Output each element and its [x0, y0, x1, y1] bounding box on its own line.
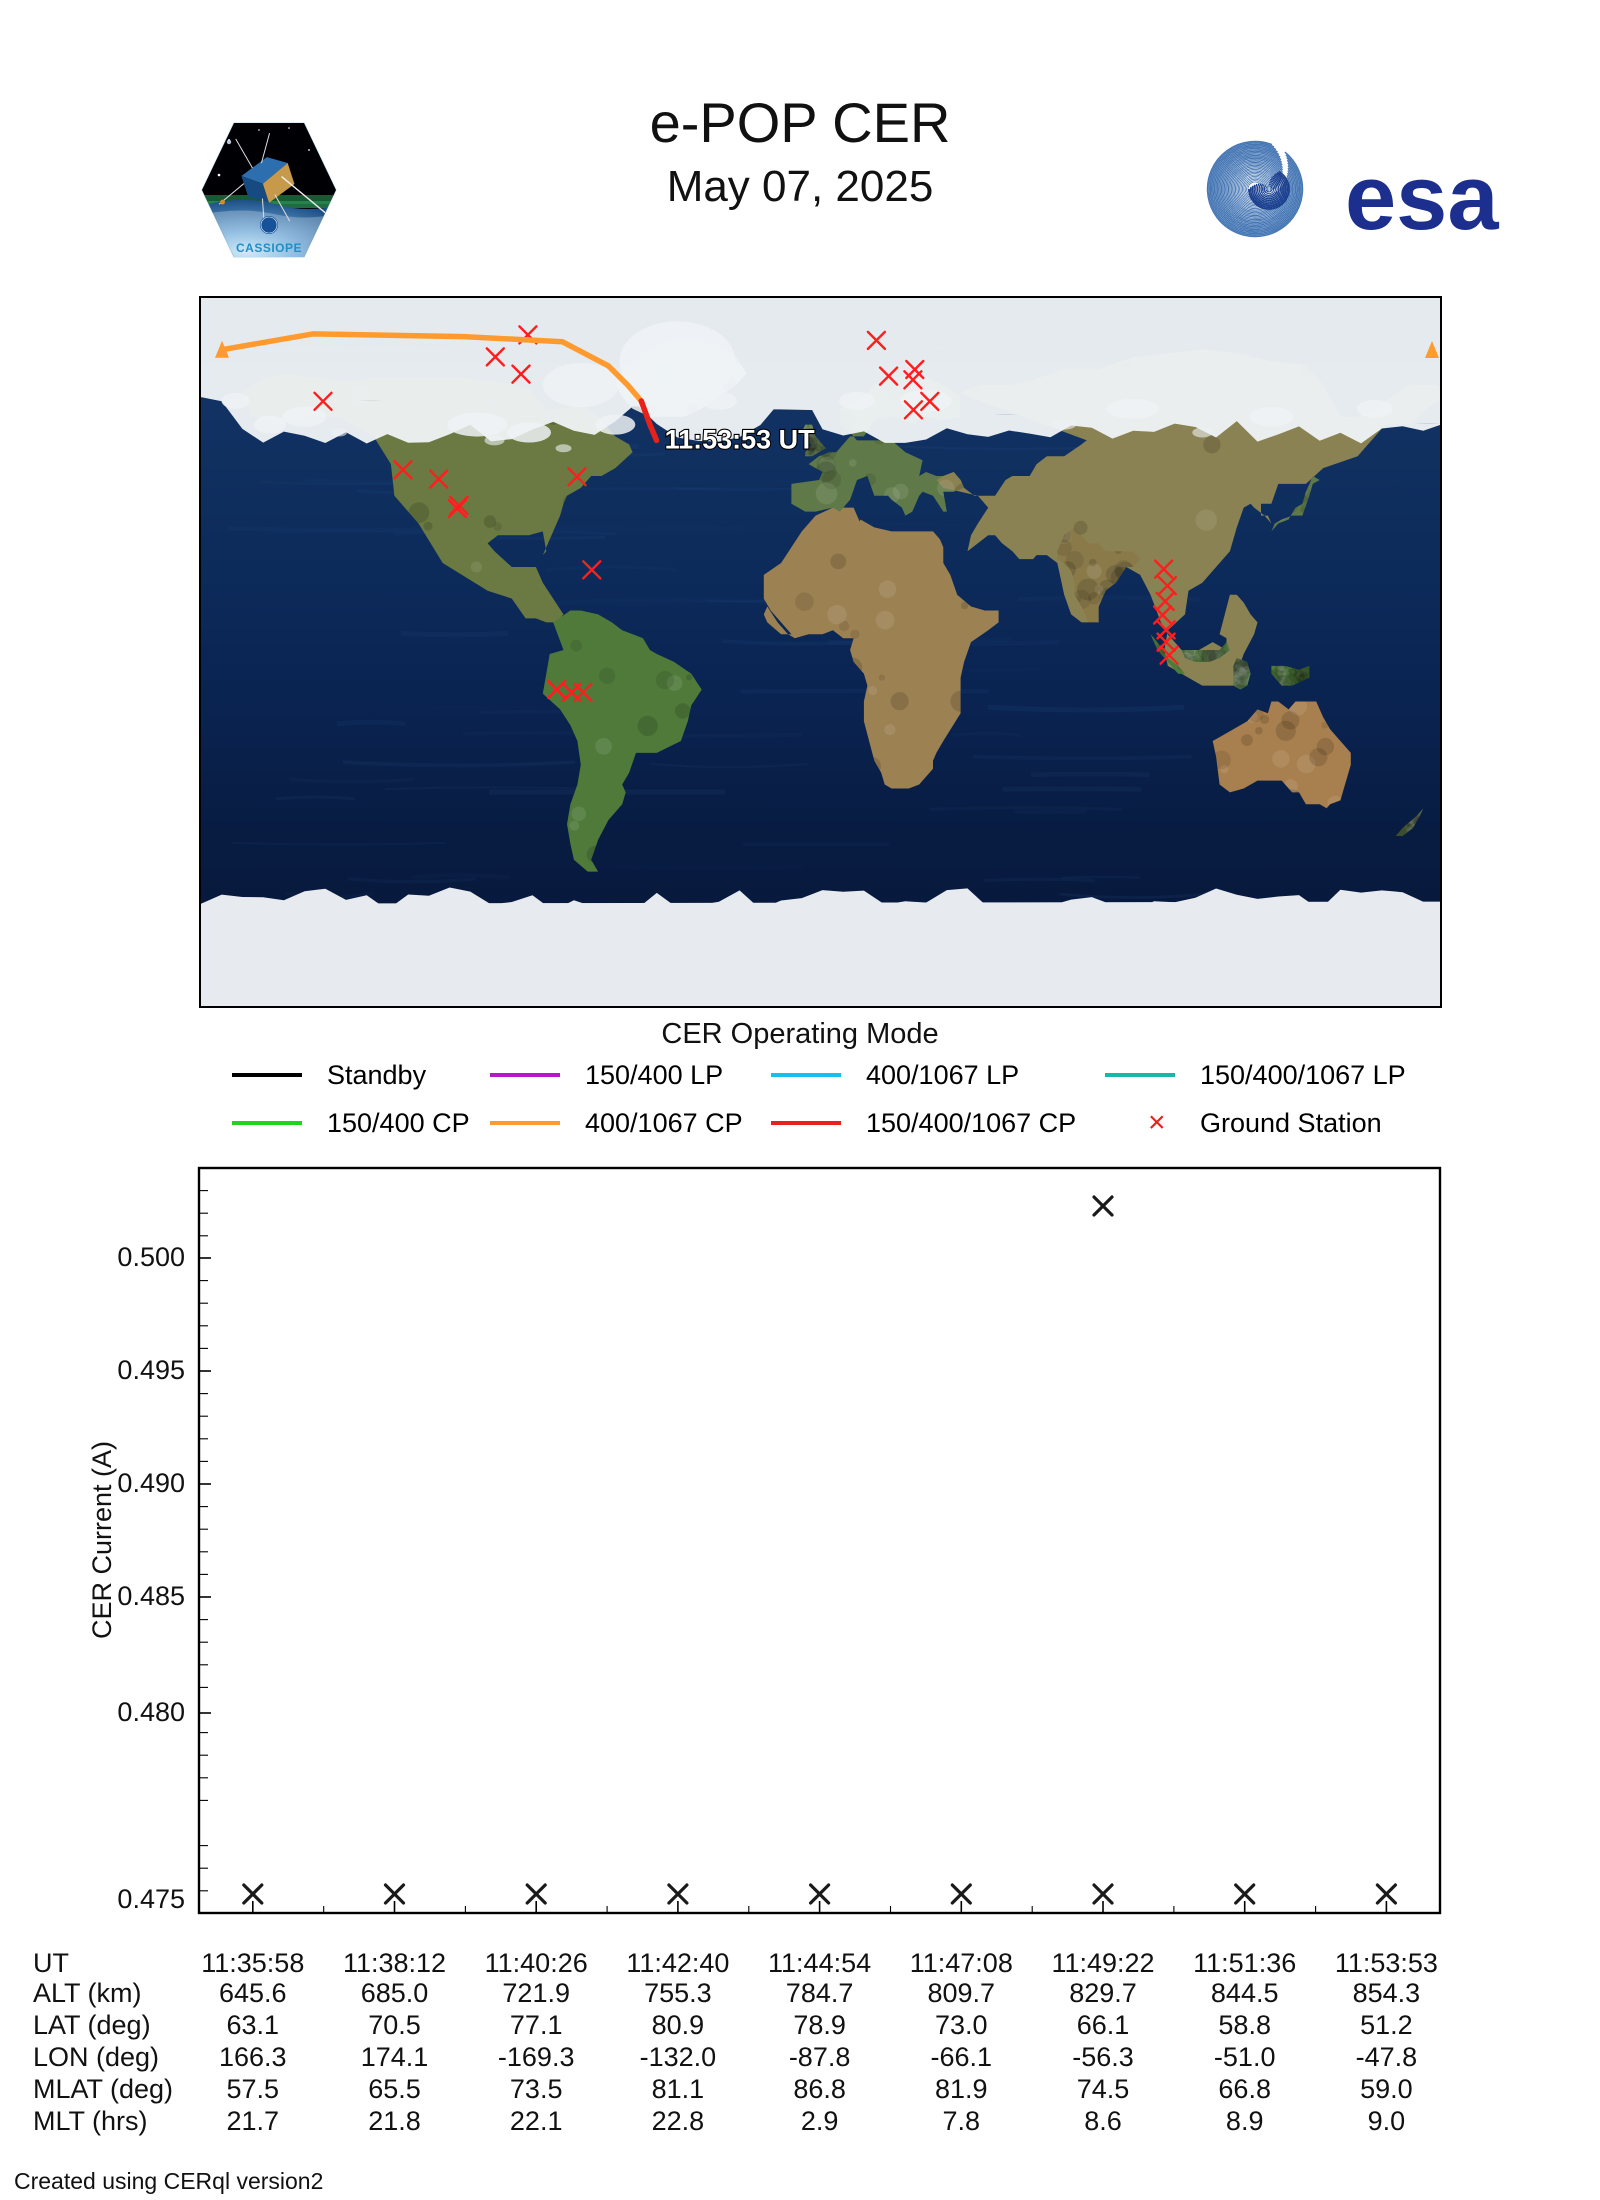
svg-text:854.3: 854.3	[1353, 1978, 1421, 2008]
svg-text:-66.1: -66.1	[931, 2042, 993, 2072]
svg-text:2.9: 2.9	[801, 2106, 839, 2136]
svg-text:11:51:36: 11:51:36	[1193, 1948, 1296, 1978]
svg-text:150/400 LP: 150/400 LP	[585, 1060, 723, 1090]
svg-text:0.495: 0.495	[117, 1355, 185, 1385]
svg-text:MLT (hrs): MLT (hrs)	[33, 2106, 148, 2136]
svg-text:51.2: 51.2	[1360, 2010, 1413, 2040]
svg-text:LON (deg): LON (deg)	[33, 2042, 159, 2072]
svg-text:81.1: 81.1	[652, 2074, 705, 2104]
svg-text:11:42:40: 11:42:40	[626, 1948, 729, 1978]
svg-text:11:47:08: 11:47:08	[910, 1948, 1013, 1978]
svg-text:63.1: 63.1	[227, 2010, 280, 2040]
svg-text:8.9: 8.9	[1226, 2106, 1264, 2136]
svg-text:150/400 CP: 150/400 CP	[327, 1108, 470, 1138]
svg-text:Ground Station: Ground Station	[1200, 1108, 1382, 1138]
svg-text:58.8: 58.8	[1218, 2010, 1271, 2040]
svg-text:×: ×	[1148, 1106, 1166, 1139]
svg-text:0.490: 0.490	[117, 1468, 185, 1498]
svg-text:-87.8: -87.8	[789, 2042, 851, 2072]
svg-text:11:40:26: 11:40:26	[485, 1948, 588, 1978]
svg-text:73.5: 73.5	[510, 2074, 563, 2104]
svg-text:UT: UT	[33, 1948, 69, 1978]
svg-text:-132.0: -132.0	[640, 2042, 717, 2072]
svg-text:77.1: 77.1	[510, 2010, 563, 2040]
svg-text:11:53:53 UT: 11:53:53 UT	[665, 424, 816, 454]
svg-text:66.8: 66.8	[1218, 2074, 1271, 2104]
svg-text:166.3: 166.3	[219, 2042, 287, 2072]
svg-text:74.5: 74.5	[1077, 2074, 1130, 2104]
svg-text:150/400/1067 CP: 150/400/1067 CP	[866, 1108, 1076, 1138]
svg-text:11:53:53: 11:53:53	[1335, 1948, 1438, 1978]
svg-text:CASSIOPE: CASSIOPE	[236, 241, 302, 255]
svg-text:784.7: 784.7	[786, 1978, 854, 2008]
svg-text:22.8: 22.8	[652, 2106, 705, 2136]
svg-text:Standby: Standby	[327, 1060, 427, 1090]
svg-text:0.475: 0.475	[117, 1884, 185, 1914]
svg-text:0.480: 0.480	[117, 1697, 185, 1727]
svg-text:ALT (km): ALT (km)	[33, 1978, 142, 2008]
svg-text:0.500: 0.500	[117, 1242, 185, 1272]
svg-text:11:35:58: 11:35:58	[201, 1948, 304, 1978]
svg-text:645.6: 645.6	[219, 1978, 287, 2008]
svg-text:11:49:22: 11:49:22	[1051, 1948, 1154, 1978]
svg-text:-47.8: -47.8	[1356, 2042, 1418, 2072]
svg-text:685.0: 685.0	[361, 1978, 429, 2008]
svg-text:esa: esa	[1345, 147, 1499, 249]
svg-text:73.0: 73.0	[935, 2010, 988, 2040]
svg-text:11:38:12: 11:38:12	[343, 1948, 446, 1978]
svg-text:8.6: 8.6	[1084, 2106, 1122, 2136]
svg-text:57.5: 57.5	[227, 2074, 280, 2104]
svg-text:400/1067 CP: 400/1067 CP	[585, 1108, 743, 1138]
svg-text:-51.0: -51.0	[1214, 2042, 1276, 2072]
svg-text:829.7: 829.7	[1069, 1978, 1137, 2008]
svg-text:21.7: 21.7	[227, 2106, 280, 2136]
svg-text:59.0: 59.0	[1360, 2074, 1413, 2104]
svg-text:0.485: 0.485	[117, 1581, 185, 1611]
svg-text:809.7: 809.7	[928, 1978, 996, 2008]
svg-text:721.9: 721.9	[502, 1978, 570, 2008]
svg-text:9.0: 9.0	[1368, 2106, 1406, 2136]
svg-text:11:44:54: 11:44:54	[768, 1948, 871, 1978]
svg-text:21.8: 21.8	[368, 2106, 421, 2136]
svg-text:174.1: 174.1	[361, 2042, 429, 2072]
svg-text:70.5: 70.5	[368, 2010, 421, 2040]
svg-text:7.8: 7.8	[943, 2106, 981, 2136]
svg-text:-169.3: -169.3	[498, 2042, 575, 2072]
svg-text:400/1067 LP: 400/1067 LP	[866, 1060, 1019, 1090]
svg-text:65.5: 65.5	[368, 2074, 421, 2104]
svg-text:LAT (deg): LAT (deg)	[33, 2010, 151, 2040]
svg-text:78.9: 78.9	[793, 2010, 846, 2040]
svg-text:844.5: 844.5	[1211, 1978, 1279, 2008]
svg-text:MLAT (deg): MLAT (deg)	[33, 2074, 173, 2104]
svg-text:-56.3: -56.3	[1072, 2042, 1134, 2072]
svg-text:81.9: 81.9	[935, 2074, 988, 2104]
svg-text:22.1: 22.1	[510, 2106, 563, 2136]
svg-text:150/400/1067 LP: 150/400/1067 LP	[1200, 1060, 1406, 1090]
svg-text:86.8: 86.8	[793, 2074, 846, 2104]
svg-text:755.3: 755.3	[644, 1978, 712, 2008]
svg-text:CER Current (A): CER Current (A)	[87, 1441, 117, 1639]
svg-text:80.9: 80.9	[652, 2010, 705, 2040]
svg-text:66.1: 66.1	[1077, 2010, 1130, 2040]
